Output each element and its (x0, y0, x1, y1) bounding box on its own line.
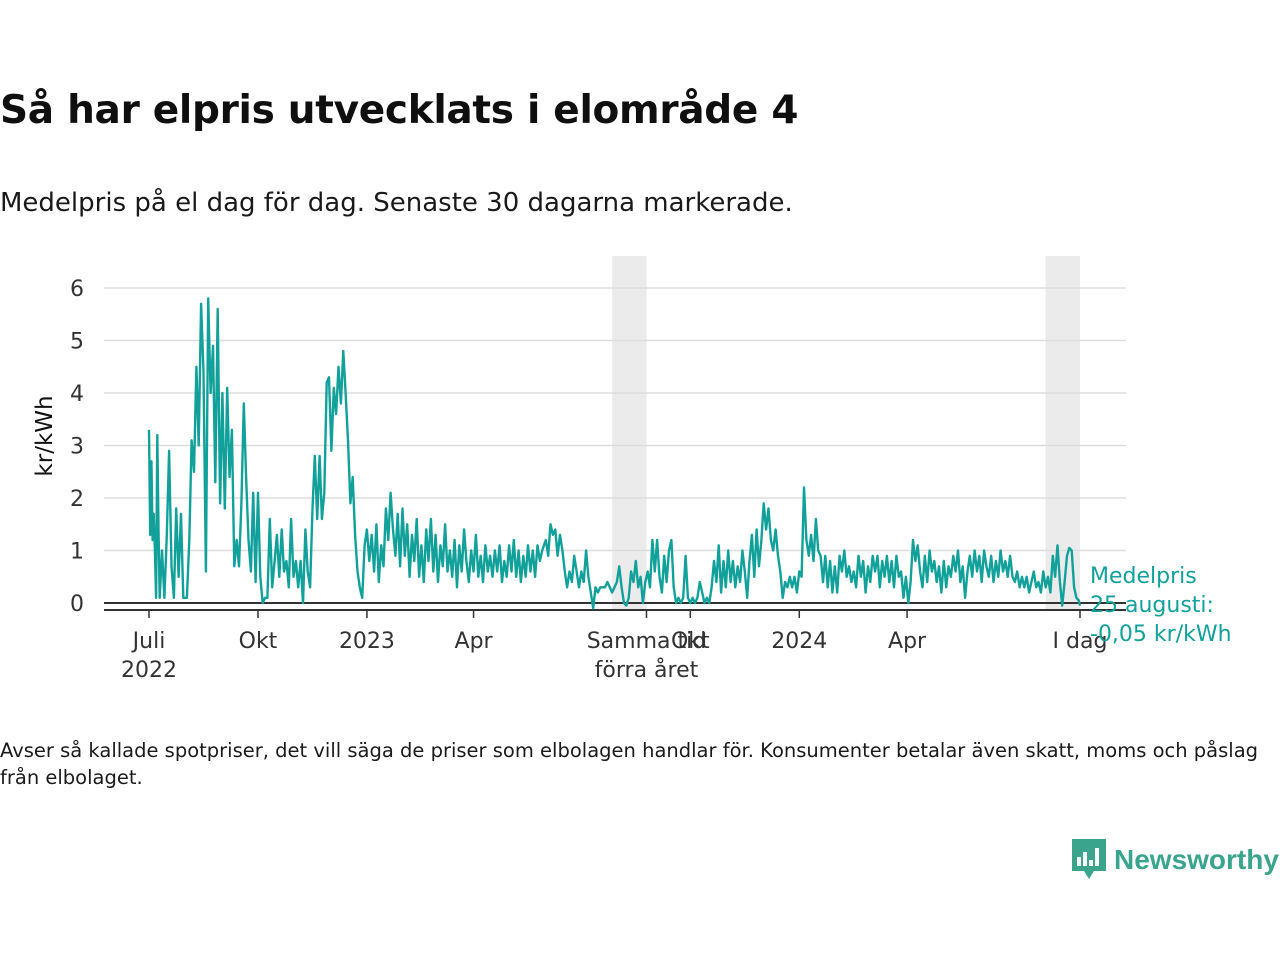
x-tick-label-3-0: Apr (455, 629, 494, 654)
annotation-line-1: 25 augusti: (1090, 593, 1214, 618)
latest-price-annotation: Medelpris 25 augusti: -0,05 kr/kWh (1090, 564, 1232, 647)
y-tick-label-1: 1 (70, 540, 84, 565)
page-title: Så har elpris utvecklats i elområde 4 (0, 88, 799, 133)
x-tick-label-8-0: I dag (1053, 629, 1108, 654)
footnote: Avser så kallade spotpriser, det vill sä… (0, 739, 1259, 789)
x-tick-label-7-0: Apr (888, 629, 927, 654)
x-tick-label-4-0: Samma tid (587, 629, 707, 654)
y-tick-label-6: 6 (70, 277, 84, 302)
y-tick-label-0: 0 (70, 592, 84, 617)
annotation-line-2: -0,05 kr/kWh (1090, 622, 1232, 647)
x-tick-label-4-1: förra året (595, 657, 699, 683)
y-tick-label-5: 5 (70, 330, 84, 355)
x-tick-label-5-0: Okt (671, 629, 710, 654)
x-tick-label-0-1: 2022 (121, 658, 177, 683)
highlight-band-0 (612, 256, 647, 610)
page-subtitle: Medelpris på el dag för dag. Senaste 30 … (0, 188, 793, 218)
x-tick-label-2-0: 2023 (339, 629, 395, 654)
x-tick-label-0-0: Juli (131, 629, 166, 654)
annotation-line-0: Medelpris (1090, 564, 1197, 589)
newsworthy-logo: Newsworthy (1072, 838, 1279, 882)
price-line-chart: 0 1 2 3 4 5 6 kr/kWh Juli 2022 Okt 2023 Apr Samma t… (32, 256, 1232, 683)
y-tick-label-4: 4 (70, 382, 84, 407)
y-tick-label-3: 3 (70, 435, 84, 460)
x-axis-ticks: Juli 2022 Okt 2023 Apr Samma tid förra året Okt… (121, 610, 1107, 683)
series-line-medelpris (147, 297, 1082, 610)
x-tick-label-1-0: Okt (239, 629, 278, 654)
newsworthy-logo-text: Newsworthy (1114, 844, 1279, 875)
y-axis-label: kr/kWh (32, 395, 58, 476)
newsworthy-logo-icon (1072, 839, 1106, 879)
y-tick-label-2: 2 (70, 487, 84, 512)
highlight-band-1 (1045, 256, 1080, 610)
y-axis-ticks: 0 1 2 3 4 5 6 (70, 277, 84, 617)
x-tick-label-6-0: 2024 (771, 629, 827, 654)
